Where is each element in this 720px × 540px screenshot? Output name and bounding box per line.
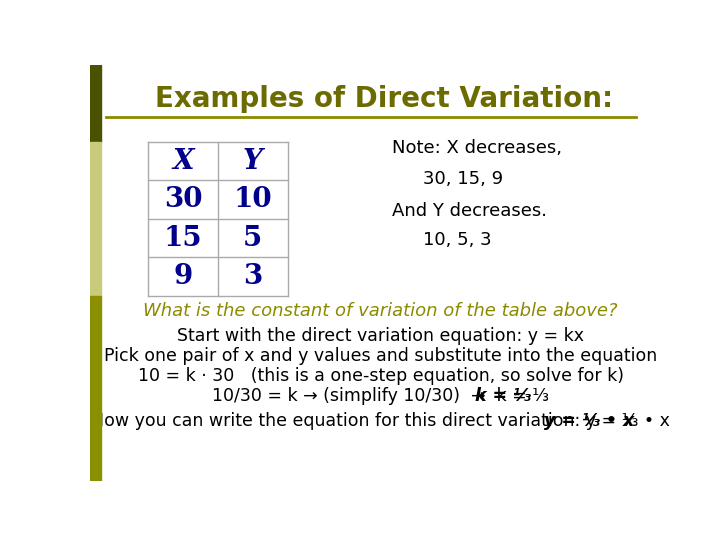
Text: Now you can write the equation for this direct variation: y = ⅓ • x: Now you can write the equation for this … bbox=[91, 411, 670, 429]
Text: Y: Y bbox=[243, 147, 263, 174]
Text: 15: 15 bbox=[163, 225, 202, 252]
Text: X: X bbox=[172, 147, 194, 174]
Text: 5: 5 bbox=[243, 225, 262, 252]
Bar bbox=[90, 295, 101, 481]
Text: Note: X decreases,: Note: X decreases, bbox=[392, 139, 562, 157]
Text: 10/30 = k → (simplify 10/30)  →  k = ⅓: 10/30 = k → (simplify 10/30) → k = ⅓ bbox=[212, 387, 549, 405]
Text: What is the constant of variation of the table above?: What is the constant of variation of the… bbox=[143, 302, 618, 320]
Text: Start with the direct variation equation: y = kx: Start with the direct variation equation… bbox=[177, 327, 584, 345]
Bar bbox=[90, 141, 101, 295]
Text: 30, 15, 9: 30, 15, 9 bbox=[423, 170, 503, 188]
Text: Examples of Direct Variation:: Examples of Direct Variation: bbox=[156, 85, 613, 113]
Text: Pick one pair of x and y values and substitute into the equation: Pick one pair of x and y values and subs… bbox=[104, 347, 657, 365]
Text: And Y decreases.: And Y decreases. bbox=[392, 202, 547, 220]
Text: 10: 10 bbox=[233, 186, 272, 213]
Text: 30: 30 bbox=[163, 186, 202, 213]
Text: k = ⅓: k = ⅓ bbox=[475, 387, 531, 405]
Bar bbox=[90, 65, 101, 141]
Text: 3: 3 bbox=[243, 263, 262, 290]
Text: y = ⅓ • x: y = ⅓ • x bbox=[544, 411, 634, 429]
Text: 10 = k · 30   (this is a one-step equation, so solve for k): 10 = k · 30 (this is a one-step equation… bbox=[138, 367, 624, 385]
Text: 9: 9 bbox=[174, 263, 193, 290]
Text: 10, 5, 3: 10, 5, 3 bbox=[423, 231, 492, 249]
